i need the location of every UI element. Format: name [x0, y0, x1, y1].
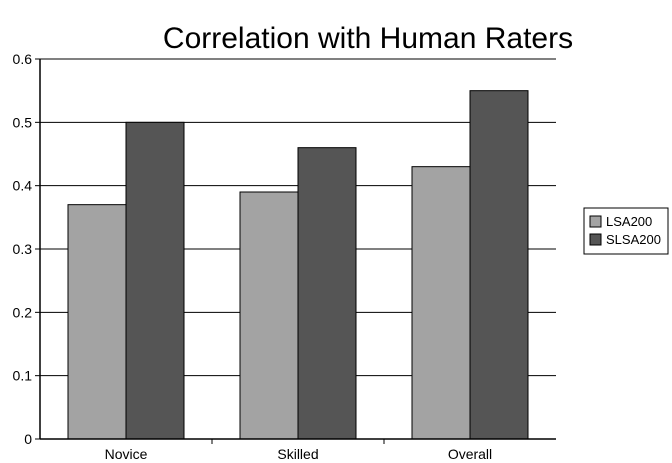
bar-slsa200-skilled [297, 147, 357, 440]
chart-title: Correlation with Human Raters [163, 22, 573, 55]
legend-box [583, 207, 669, 255]
bar-lsa200-overall [411, 166, 471, 440]
legend: LSA200 SLSA200 [583, 207, 669, 255]
y-tick-label: 0.1 [13, 368, 33, 384]
legend-swatch-slsa200 [589, 233, 602, 246]
y-tick-label: 0.5 [13, 114, 33, 130]
x-tick-label: Overall [448, 446, 492, 462]
legend-swatch-lsa200 [589, 215, 602, 228]
y-tick-label: 0.3 [13, 241, 33, 257]
bar-lsa200-skilled [239, 191, 299, 440]
bars [67, 90, 529, 440]
bar-lsa200-novice [67, 204, 127, 440]
legend-label-slsa200: SLSA200 [606, 232, 661, 247]
legend-label-lsa200: LSA200 [606, 214, 652, 229]
x-tick-label: Novice [105, 446, 148, 462]
y-tick-label: 0.2 [13, 304, 33, 320]
x-tick-label: Skilled [277, 446, 318, 462]
y-tick-label: 0 [24, 431, 32, 447]
y-tick-label: 0.4 [13, 178, 33, 194]
bar-slsa200-novice [125, 121, 185, 440]
axes [35, 58, 556, 444]
bar-slsa200-overall [469, 90, 529, 440]
x-tick-labels: Novice Skilled Overall [105, 446, 493, 462]
y-tick-labels: 0 0.1 0.2 0.3 0.4 0.5 0.6 [13, 51, 33, 447]
y-tick-label: 0.6 [13, 51, 33, 67]
